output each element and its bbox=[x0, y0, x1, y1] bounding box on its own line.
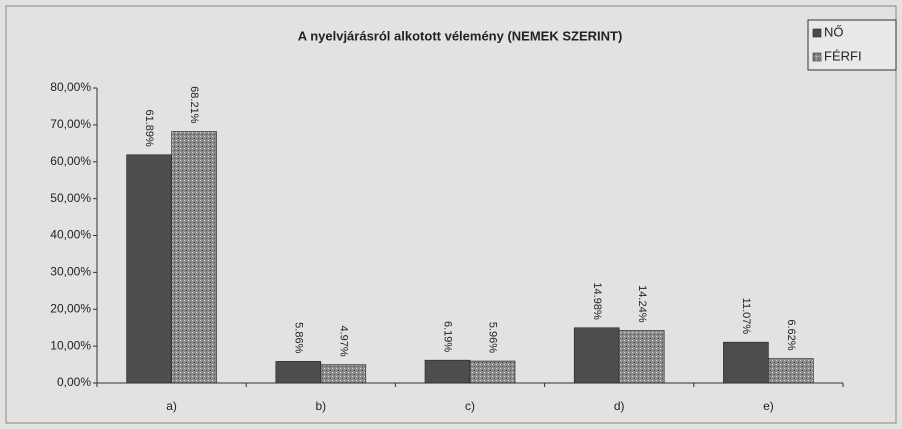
y-tick-label: 50,00% bbox=[50, 191, 91, 205]
x-tick-label: d) bbox=[614, 399, 625, 413]
value-label: 14.98% bbox=[591, 282, 603, 320]
value-label: 61.89% bbox=[143, 109, 155, 147]
value-label: 14.24% bbox=[636, 285, 648, 323]
bar bbox=[126, 154, 172, 384]
legend-label: FÉRFI bbox=[824, 48, 862, 63]
bar bbox=[424, 359, 471, 384]
bar bbox=[469, 360, 516, 384]
legend-label: NŐ bbox=[824, 24, 844, 39]
bar bbox=[275, 361, 322, 384]
x-tick-label: b) bbox=[315, 399, 326, 413]
chart-title: A nyelvjárásról alkotott vélemény (NEMEK… bbox=[298, 28, 623, 43]
y-tick-label: 70,00% bbox=[50, 117, 91, 131]
bar bbox=[768, 358, 814, 384]
value-label: 5.86% bbox=[292, 322, 304, 353]
value-label: 6.62% bbox=[785, 319, 797, 350]
y-tick-label: 10,00% bbox=[50, 338, 91, 352]
y-tick-label: 40,00% bbox=[50, 228, 91, 242]
legend-swatch bbox=[812, 52, 822, 62]
y-tick-label: 30,00% bbox=[50, 265, 91, 279]
value-label: 6.19% bbox=[442, 321, 454, 352]
y-tick-label: 60,00% bbox=[50, 154, 91, 168]
value-label: 4.97% bbox=[337, 325, 349, 356]
x-tick-label: a) bbox=[166, 399, 177, 413]
x-tick-label: c) bbox=[465, 399, 475, 413]
legend-swatch bbox=[812, 28, 822, 38]
bar bbox=[618, 330, 665, 384]
legend-box bbox=[807, 19, 897, 71]
bar bbox=[320, 364, 367, 384]
y-tick-label: 20,00% bbox=[50, 301, 91, 315]
y-tick-label: 0,00% bbox=[57, 375, 91, 389]
y-tick-label: 80,00% bbox=[50, 80, 91, 94]
x-tick-label: e) bbox=[763, 399, 774, 413]
value-label: 11.07% bbox=[740, 298, 752, 335]
bar bbox=[171, 131, 217, 384]
bar bbox=[573, 327, 620, 384]
bar bbox=[723, 341, 769, 384]
value-label: 68.21% bbox=[188, 86, 200, 124]
frame bbox=[5, 5, 897, 424]
value-label: 5.96% bbox=[487, 322, 499, 353]
